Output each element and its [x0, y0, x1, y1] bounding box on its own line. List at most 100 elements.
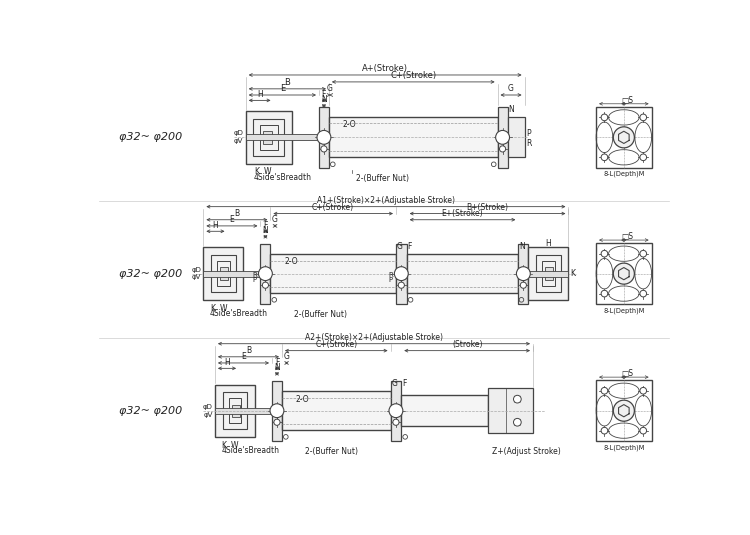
Circle shape — [259, 267, 272, 280]
Bar — [246, 134, 324, 140]
Circle shape — [317, 131, 331, 144]
Text: B+(Stroke): B+(Stroke) — [466, 203, 509, 212]
Circle shape — [270, 404, 284, 418]
Bar — [262, 131, 272, 143]
Text: A2+(Stroke)×2+(Adjustable Stroke): A2+(Stroke)×2+(Adjustable Stroke) — [305, 333, 443, 342]
Text: H: H — [545, 239, 551, 248]
Text: E+(Stroke): E+(Stroke) — [442, 209, 483, 218]
Bar — [215, 385, 255, 437]
Bar — [272, 381, 282, 441]
Circle shape — [274, 419, 280, 425]
Bar — [215, 408, 282, 414]
Text: E: E — [230, 216, 234, 224]
Circle shape — [601, 427, 608, 434]
Circle shape — [614, 127, 634, 148]
Circle shape — [640, 387, 646, 394]
Text: N: N — [262, 226, 268, 235]
Text: G: G — [508, 85, 514, 94]
Text: □S: □S — [622, 369, 634, 378]
Text: N: N — [509, 105, 515, 114]
Bar — [329, 117, 497, 157]
Circle shape — [640, 427, 646, 434]
Bar — [319, 106, 329, 168]
Text: φ32~ φ200: φ32~ φ200 — [118, 269, 182, 279]
Text: F: F — [263, 221, 268, 230]
Bar — [260, 125, 278, 150]
Circle shape — [614, 263, 634, 284]
Bar — [232, 404, 239, 417]
Text: □S: □S — [622, 96, 634, 104]
Bar — [254, 119, 284, 156]
Text: φ32~ φ200: φ32~ φ200 — [118, 132, 182, 142]
Bar — [203, 248, 244, 300]
Text: (Stroke): (Stroke) — [452, 340, 482, 349]
Circle shape — [262, 282, 268, 288]
Bar — [282, 392, 391, 430]
Text: 2-O: 2-O — [343, 120, 356, 129]
Text: A+(Stroke): A+(Stroke) — [362, 64, 408, 73]
Bar — [223, 392, 248, 429]
Text: 2-O: 2-O — [284, 257, 298, 266]
Text: Z+(Adjust Stroke): Z+(Adjust Stroke) — [492, 447, 561, 456]
Text: 4Side'sBreadth: 4Side'sBreadth — [254, 173, 311, 182]
Circle shape — [514, 395, 521, 403]
Circle shape — [500, 146, 506, 152]
Text: A1+(Stroke)×2+(Adjustable Stroke): A1+(Stroke)×2+(Adjustable Stroke) — [317, 196, 455, 205]
Circle shape — [601, 250, 608, 257]
Text: G: G — [397, 242, 403, 251]
Text: P: P — [253, 277, 257, 283]
Circle shape — [389, 404, 403, 418]
Bar — [542, 261, 554, 286]
Bar — [229, 399, 242, 423]
Circle shape — [496, 131, 509, 144]
Text: G: G — [327, 85, 333, 94]
Circle shape — [601, 114, 608, 121]
Bar — [217, 261, 229, 286]
Circle shape — [517, 267, 530, 280]
Bar — [203, 271, 271, 277]
Text: φV: φV — [234, 138, 244, 144]
Text: F: F — [402, 379, 406, 388]
Text: K: K — [571, 269, 576, 278]
Text: φV: φV — [203, 411, 213, 417]
Text: φD: φD — [233, 131, 244, 136]
Text: H: H — [256, 90, 262, 99]
Circle shape — [601, 154, 608, 160]
Bar — [528, 271, 568, 277]
Bar — [497, 106, 508, 168]
Text: B: B — [284, 78, 290, 87]
Bar — [536, 255, 561, 292]
Bar — [401, 395, 488, 426]
Bar — [596, 243, 652, 304]
Text: φD: φD — [202, 404, 213, 410]
Circle shape — [640, 250, 646, 257]
Text: G: G — [392, 379, 398, 388]
Text: R: R — [252, 272, 257, 278]
Circle shape — [321, 146, 327, 152]
Text: 2-O: 2-O — [296, 394, 310, 403]
Bar — [246, 111, 292, 164]
Text: F: F — [274, 358, 279, 367]
Text: R: R — [526, 139, 532, 148]
Text: H: H — [224, 358, 230, 367]
Bar — [545, 268, 553, 280]
Text: 2-(Buffer Nut): 2-(Buffer Nut) — [293, 310, 346, 319]
Text: B: B — [234, 209, 239, 218]
Text: C+(Stroke): C+(Stroke) — [315, 340, 357, 349]
Text: W: W — [231, 441, 238, 450]
Bar — [396, 243, 406, 304]
Text: R: R — [388, 272, 393, 278]
Text: N: N — [321, 95, 327, 104]
Text: F: F — [322, 90, 326, 99]
Text: K: K — [222, 441, 226, 450]
Circle shape — [640, 291, 646, 297]
Text: 2-(Buffer Nut): 2-(Buffer Nut) — [356, 174, 409, 184]
Bar — [596, 107, 652, 168]
Circle shape — [640, 114, 646, 121]
Circle shape — [614, 400, 634, 421]
Text: 8-L(Depth)M: 8-L(Depth)M — [603, 307, 644, 314]
Text: W: W — [220, 304, 227, 312]
Text: K: K — [254, 167, 259, 177]
Text: P: P — [388, 277, 393, 283]
Text: 8-L(Depth)M: 8-L(Depth)M — [603, 171, 644, 178]
